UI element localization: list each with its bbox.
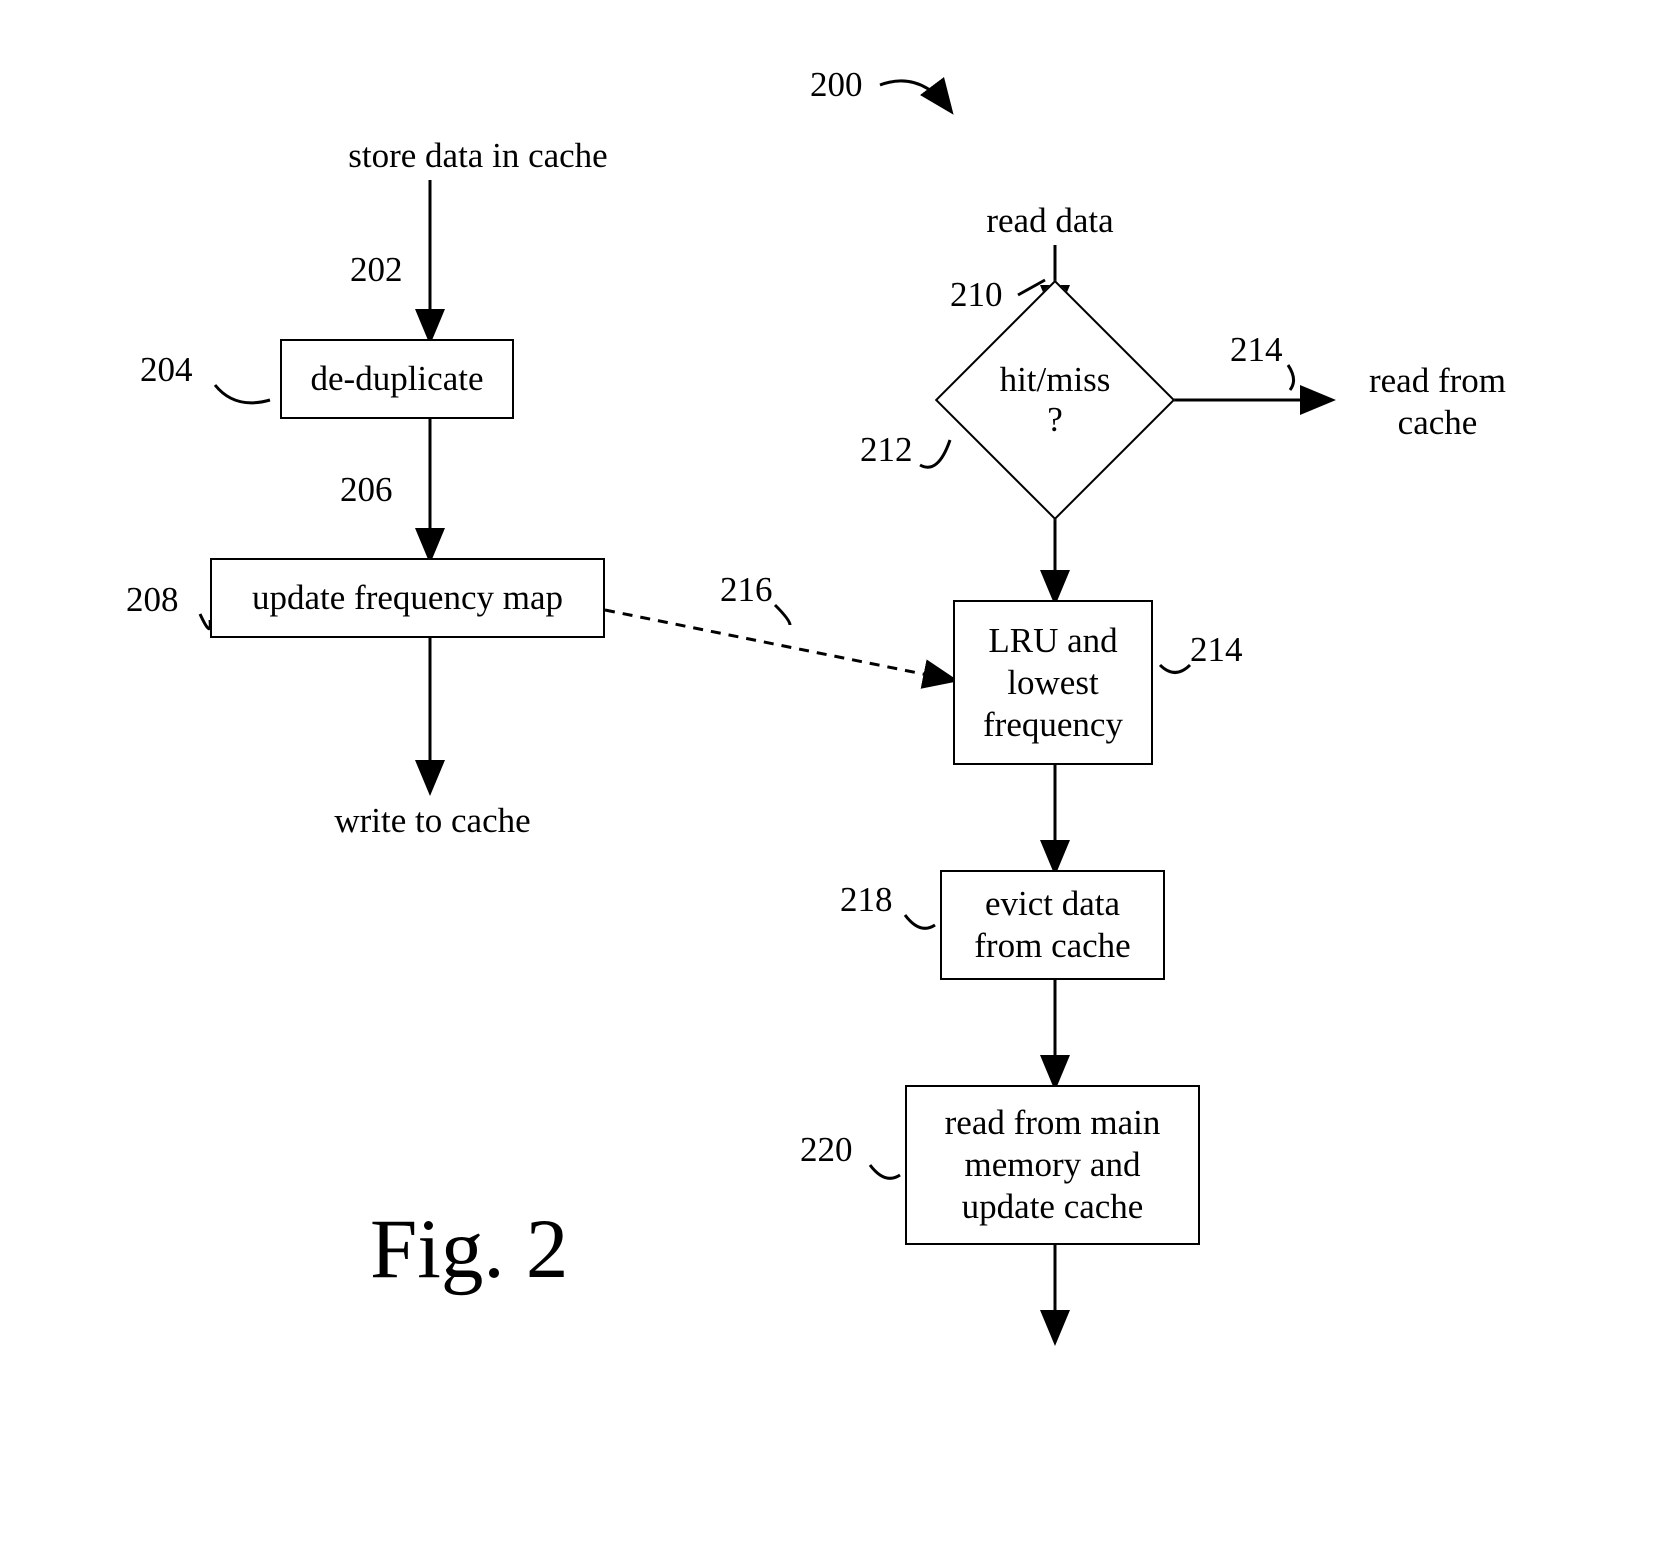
ref-218: 218 — [840, 880, 893, 920]
box-evict-data: evict data from cache — [940, 870, 1165, 980]
ref-204: 204 — [140, 350, 193, 390]
box-deduplicate: de-duplicate — [280, 339, 514, 419]
flowchart-diagram: store data in cache write to cache read … — [0, 0, 1668, 1551]
box-read-main-memory: read from main memory and update cache — [905, 1085, 1200, 1245]
ref-220: 220 — [800, 1130, 853, 1170]
edges-layer — [0, 0, 1668, 1551]
write-cache-label: write to cache — [305, 800, 560, 842]
read-from-cache-label: read from cache — [1340, 360, 1535, 444]
figure-label: Fig. 2 — [370, 1200, 568, 1298]
box-lru-lowest-frequency: LRU and lowest frequency — [953, 600, 1153, 765]
store-data-label: store data in cache — [308, 135, 648, 177]
read-data-label: read data — [960, 200, 1140, 242]
ref-206: 206 — [340, 470, 393, 510]
ref-214a: 214 — [1230, 330, 1283, 370]
diamond-hit-miss-text: hit/miss ? — [970, 315, 1140, 485]
ref-202: 202 — [350, 250, 403, 290]
ref-216: 216 — [720, 570, 773, 610]
ref-212: 212 — [860, 430, 913, 470]
ref-214b: 214 — [1190, 630, 1243, 670]
diamond-hit-miss: hit/miss ? — [970, 315, 1140, 485]
box-update-frequency-map: update frequency map — [210, 558, 605, 638]
ref-208: 208 — [126, 580, 179, 620]
ref-210: 210 — [950, 275, 1003, 315]
ref-200: 200 — [810, 65, 863, 105]
